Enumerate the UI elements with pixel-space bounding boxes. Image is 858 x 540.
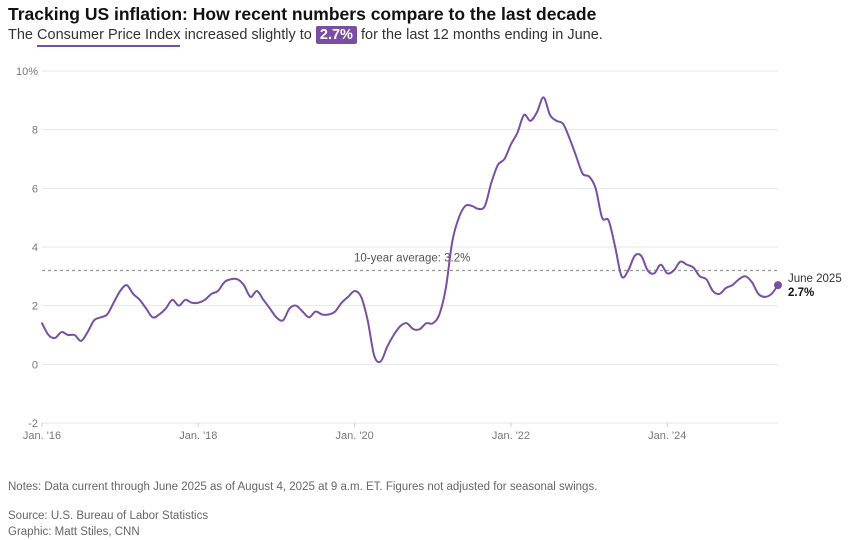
end-value-label: 2.7% — [788, 287, 814, 299]
y-tick-label: 8 — [32, 125, 38, 137]
grid-layer — [41, 70, 778, 427]
x-tick-label: Jan. '22 — [492, 430, 530, 442]
graphic-credit: Graphic: Matt Stiles, CNN — [8, 526, 140, 538]
y-tick-label: 6 — [32, 183, 38, 195]
series-layer — [41, 96, 782, 364]
subtitle-middle: increased slightly to — [184, 27, 312, 43]
chart-title: Tracking US inflation: How recent number… — [8, 4, 597, 24]
cpi-series-line — [41, 96, 779, 364]
y-tick-label: 0 — [32, 359, 38, 371]
cpi-link[interactable]: Consumer Price Index — [37, 27, 181, 47]
y-tick-label: 2 — [32, 301, 38, 313]
y-tick-label: 4 — [32, 242, 38, 254]
x-tick-label: Jan. '16 — [23, 430, 61, 442]
chart-credits: Source: U.S. Bureau of Labor Statistics … — [8, 508, 208, 540]
subtitle-prefix: The — [8, 27, 33, 43]
source-line: Source: U.S. Bureau of Labor Statistics — [8, 510, 209, 522]
y-tick-label: -2 — [28, 418, 38, 430]
cpi-value-badge: 2.7% — [315, 26, 357, 44]
subtitle-suffix: for the last 12 months ending in June. — [360, 27, 603, 43]
average-label: 10-year average: 3.2% — [354, 252, 470, 264]
latest-point — [774, 281, 782, 290]
x-tick-label: Jan. '18 — [179, 430, 217, 442]
end-date-label: June 2025 — [788, 273, 842, 285]
x-tick-label: Jan. '20 — [336, 430, 374, 442]
chart-notes: Notes: Data current through June 2025 as… — [8, 481, 598, 493]
x-tick-label: Jan. '24 — [648, 430, 686, 442]
y-tick-label: 10% — [16, 66, 38, 78]
chart-subtitle: The Consumer Price Index increased sligh… — [8, 26, 603, 47]
average-layer: 10-year average: 3.2% — [42, 252, 778, 272]
